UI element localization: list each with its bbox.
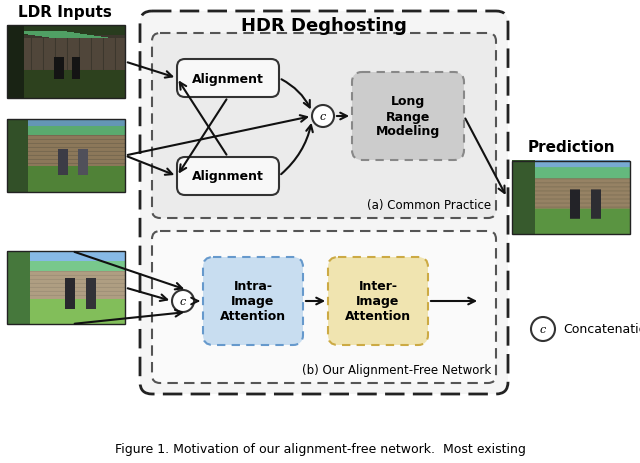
Circle shape: [531, 317, 555, 341]
Text: (a) Common Practice: (a) Common Practice: [367, 199, 491, 212]
Bar: [512, 162, 630, 234]
Text: Figure 1. Motivation of our alignment-free network.  Most existing: Figure 1. Motivation of our alignment-fr…: [115, 443, 525, 456]
Text: Intra-
Image
Attention: Intra- Image Attention: [220, 280, 286, 323]
Text: Long
Range
Modeling: Long Range Modeling: [376, 95, 440, 138]
FancyBboxPatch shape: [177, 158, 279, 195]
FancyBboxPatch shape: [177, 60, 279, 98]
Text: LDR Inputs: LDR Inputs: [18, 6, 112, 20]
Text: c: c: [180, 296, 186, 307]
Text: HDR Deghosting: HDR Deghosting: [241, 17, 407, 35]
FancyBboxPatch shape: [140, 12, 508, 394]
Text: Alignment: Alignment: [192, 170, 264, 183]
FancyBboxPatch shape: [352, 73, 464, 161]
Text: Inter-
Image
Attention: Inter- Image Attention: [345, 280, 411, 323]
Bar: [7, 120, 125, 193]
Text: (b) Our Alignment-Free Network: (b) Our Alignment-Free Network: [301, 363, 491, 376]
FancyBboxPatch shape: [152, 232, 496, 383]
Circle shape: [312, 106, 334, 128]
Circle shape: [172, 290, 194, 313]
Text: Prediction: Prediction: [527, 140, 615, 155]
Bar: [7, 26, 125, 99]
FancyBboxPatch shape: [328, 257, 428, 345]
Bar: [7, 251, 125, 324]
Text: Alignment: Alignment: [192, 72, 264, 85]
Text: c: c: [320, 112, 326, 122]
Text: c: c: [540, 324, 546, 334]
FancyBboxPatch shape: [152, 34, 496, 219]
FancyBboxPatch shape: [203, 257, 303, 345]
Text: Concatenation: Concatenation: [563, 323, 640, 336]
